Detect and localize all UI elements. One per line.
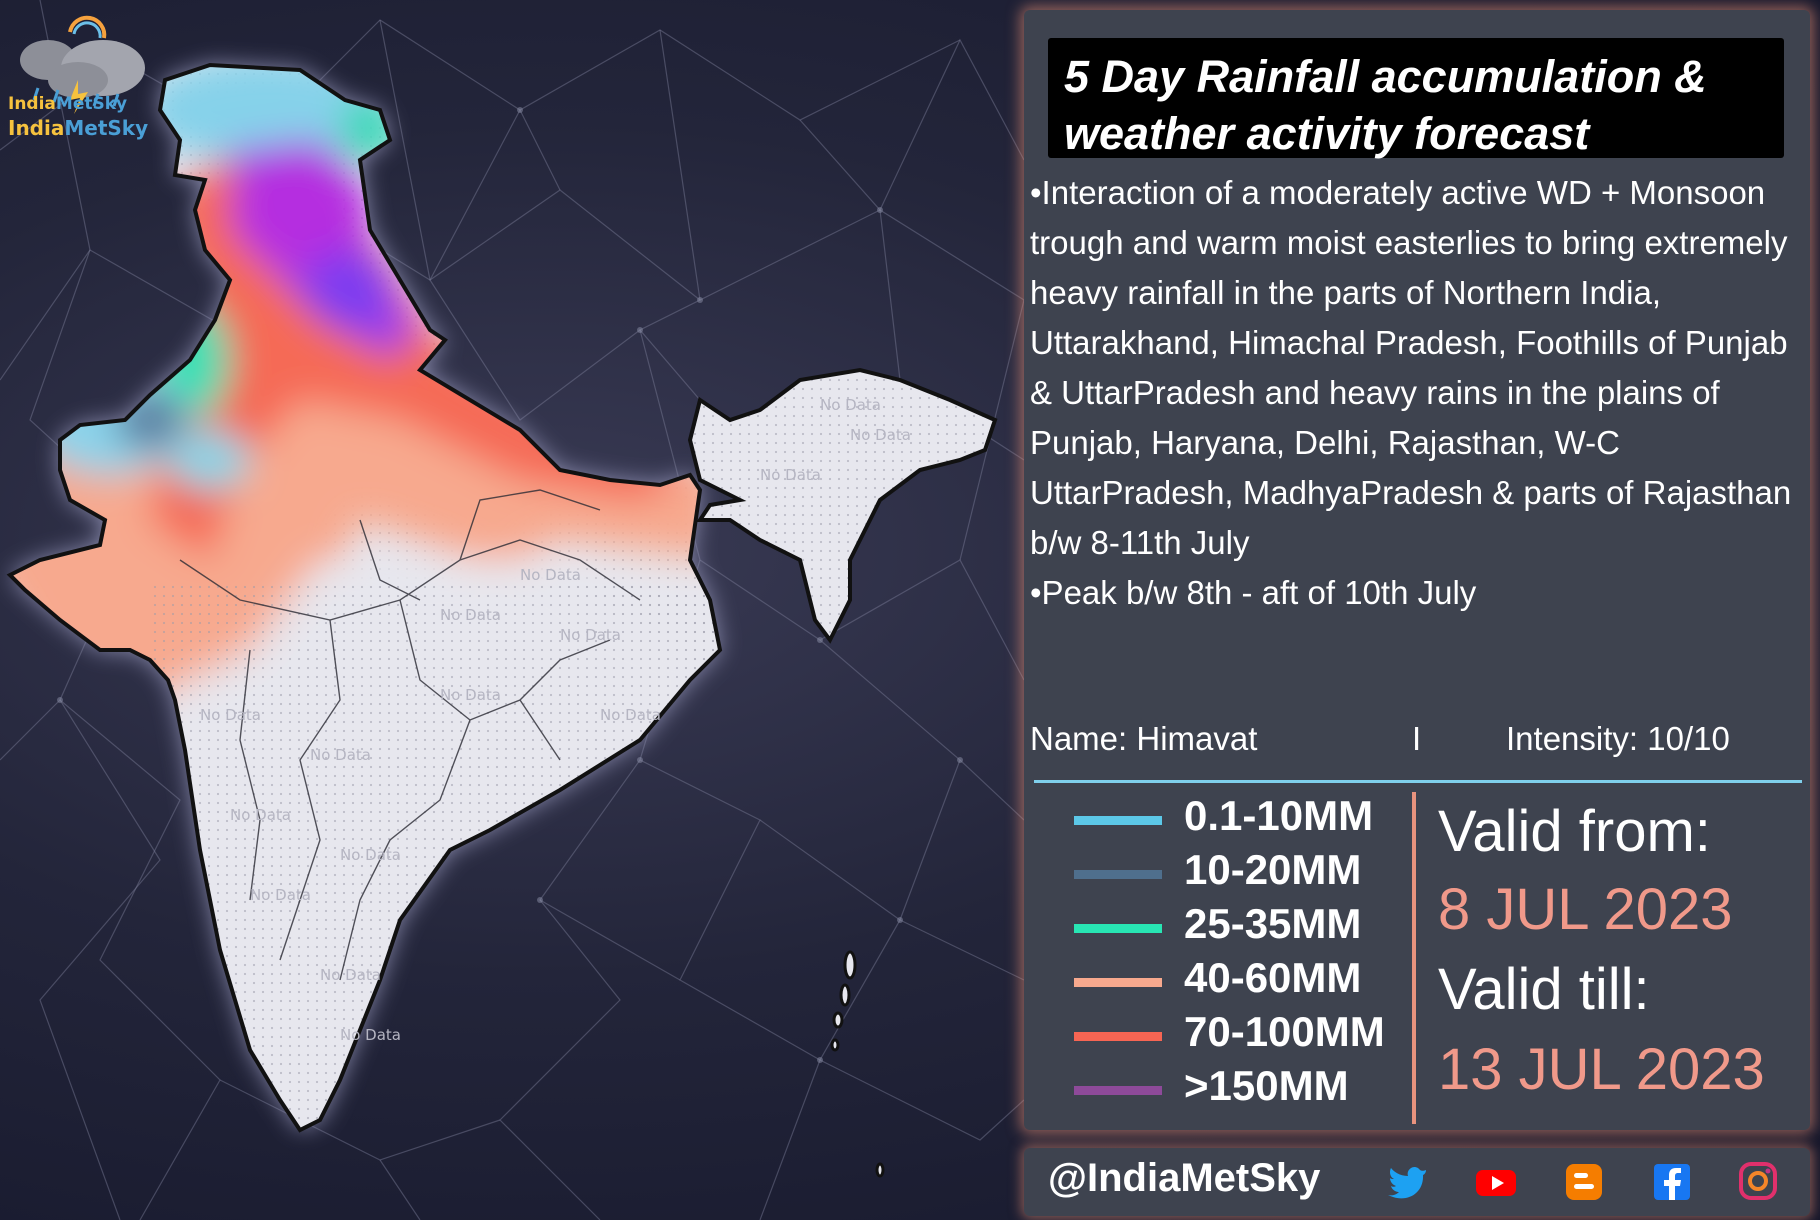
svg-text:No Data: No Data xyxy=(250,886,311,904)
instagram-icon[interactable] xyxy=(1736,1162,1780,1202)
svg-text:No Data: No Data xyxy=(850,426,911,444)
legend-swatch xyxy=(1074,924,1162,933)
twitter-icon[interactable] xyxy=(1386,1162,1430,1202)
social-handle[interactable]: @IndiaMetSky xyxy=(1048,1156,1321,1200)
svg-text:No Data: No Data xyxy=(340,1026,401,1044)
title-box xyxy=(1048,38,1784,158)
logo-wordmark-small: IndiaMetSky xyxy=(8,94,128,114)
svg-text:No Data: No Data xyxy=(440,606,501,624)
svg-text:No Data: No Data xyxy=(760,466,821,484)
facebook-icon[interactable] xyxy=(1650,1162,1694,1202)
legend-swatch xyxy=(1074,978,1162,987)
vertical-divider xyxy=(1412,792,1416,1124)
svg-text:No Data: No Data xyxy=(340,846,401,864)
legend-swatch xyxy=(1074,1086,1162,1095)
valid-from-date: 8 JUL 2023 xyxy=(1438,877,1733,942)
legend-swatch xyxy=(1074,1032,1162,1041)
svg-text:No Data: No Data xyxy=(320,966,381,984)
legend-swatch xyxy=(1074,870,1162,879)
valid-till-label: Valid till: xyxy=(1438,957,1650,1022)
info-separator: I xyxy=(1412,720,1422,757)
forecast-info-panel: 5 Day Rainfall accumulation & weather ac… xyxy=(1024,10,1810,1130)
indiametsky-logo-icon xyxy=(20,15,145,114)
valid-till-date: 13 JUL 2023 xyxy=(1438,1037,1765,1102)
svg-text:No Data: No Data xyxy=(820,396,881,414)
legend-label: 25-35MM xyxy=(1184,900,1362,947)
svg-text:No Data: No Data xyxy=(230,806,291,824)
legend-label: 70-100MM xyxy=(1184,1008,1385,1055)
svg-text:No Data: No Data xyxy=(310,746,371,764)
description-paragraph: •Interaction of a moderately active WD +… xyxy=(1030,174,1792,561)
svg-text:No Data: No Data xyxy=(600,706,661,724)
divider xyxy=(1034,780,1802,783)
svg-text:No Data: No Data xyxy=(440,686,501,704)
legend-label: 40-60MM xyxy=(1184,954,1362,1001)
svg-text:No Data: No Data xyxy=(200,706,261,724)
youtube-icon[interactable] xyxy=(1474,1162,1518,1202)
legend-label: 0.1-10MM xyxy=(1184,792,1374,839)
panel-title: 5 Day Rainfall accumulation & weather ac… xyxy=(1064,51,1707,159)
social-footer: @IndiaMetSky xyxy=(1024,1148,1810,1216)
system-name: Name: Himavat xyxy=(1030,720,1258,757)
intensity-value: Intensity: 10/10 xyxy=(1506,720,1730,757)
blogger-icon[interactable] xyxy=(1562,1162,1606,1202)
svg-text:No Data: No Data xyxy=(560,626,621,644)
valid-from-label: Valid from: xyxy=(1438,799,1711,864)
description-paragraph: •Peak b/w 8th - aft of 10th July xyxy=(1030,574,1477,611)
india-rainfall-map: No Data No Data No Data No Data No Data … xyxy=(6,62,998,1178)
legend-label: 10-20MM xyxy=(1184,846,1362,893)
svg-text:No Data: No Data xyxy=(520,566,581,584)
legend-swatch xyxy=(1074,816,1162,825)
forecast-description: •Interaction of a moderately active WD +… xyxy=(1030,168,1800,618)
logo-wordmark: IndiaMetSky xyxy=(8,116,149,140)
legend-label: >150MM xyxy=(1184,1062,1349,1109)
